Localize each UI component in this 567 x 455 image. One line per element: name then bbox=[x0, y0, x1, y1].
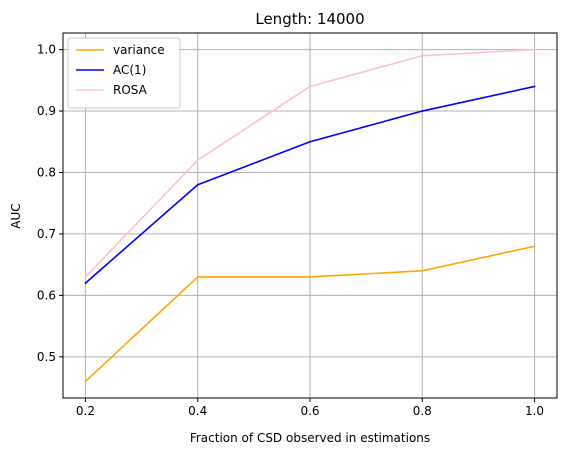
x-tick-label: 0.2 bbox=[76, 404, 95, 418]
data-point bbox=[534, 245, 536, 247]
y-ticks: 0.5 0.6 0.7 0.8 0.9 1.0 bbox=[37, 43, 63, 364]
chart-title: Length: 14000 bbox=[255, 10, 364, 28]
data-point bbox=[197, 184, 199, 186]
y-tick-label: 0.7 bbox=[37, 227, 56, 241]
y-tick-label: 1.0 bbox=[37, 43, 56, 57]
x-tick-label: 0.4 bbox=[188, 404, 207, 418]
legend-label: variance bbox=[113, 43, 165, 57]
data-point bbox=[421, 270, 423, 272]
x-axis-label: Fraction of CSD observed in estimations bbox=[190, 431, 430, 445]
legend: variance AC(1) ROSA bbox=[68, 38, 180, 108]
y-tick-label: 0.8 bbox=[37, 165, 56, 179]
data-point bbox=[85, 282, 87, 284]
y-tick-label: 0.5 bbox=[37, 350, 56, 364]
data-point bbox=[309, 276, 311, 278]
data-point bbox=[421, 55, 423, 57]
x-tick-label: 1.0 bbox=[525, 404, 544, 418]
x-tick-label: 0.6 bbox=[300, 404, 319, 418]
data-point bbox=[421, 110, 423, 112]
data-point bbox=[85, 381, 87, 383]
data-point bbox=[534, 86, 536, 88]
x-tick-label: 0.8 bbox=[413, 404, 432, 418]
data-point bbox=[309, 141, 311, 143]
data-point bbox=[197, 159, 199, 161]
legend-label: AC(1) bbox=[113, 63, 146, 77]
x-ticks: 0.2 0.4 0.6 0.8 1.0 bbox=[76, 398, 544, 418]
y-tick-label: 0.6 bbox=[37, 288, 56, 302]
data-point bbox=[309, 86, 311, 88]
y-tick-label: 0.9 bbox=[37, 104, 56, 118]
data-point bbox=[197, 276, 199, 278]
data-point bbox=[85, 276, 87, 278]
y-axis-label: AUC bbox=[9, 203, 23, 228]
data-point bbox=[534, 49, 536, 51]
legend-label: ROSA bbox=[113, 83, 148, 97]
